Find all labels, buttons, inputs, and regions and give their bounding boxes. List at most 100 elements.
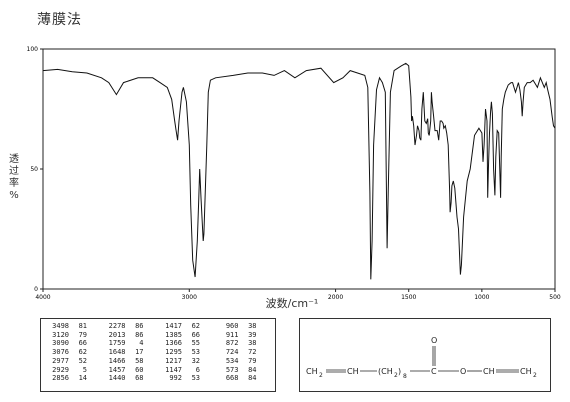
peak-wavenumber: 2856 [52,374,69,383]
peak-wavenumber: 1417 [165,322,182,330]
x-tick-label: 2000 [328,294,343,301]
peak-transmittance: 39 [248,330,257,339]
peak-table: 3498 81 3120 79 3090 66 3076 62 2977 52 2929 5 2856 1… [40,318,276,392]
peak-transmittance: 68 [135,374,144,383]
peak-transmittance: 14 [78,374,87,383]
structure-drawing: CH 2 CH (CH 2 ) 8 C O O CH CH 2 [306,336,537,380]
peak-wavenumber: 3498 [52,322,69,330]
peak-transmittance: 60 [135,365,144,374]
peak-transmittance: 66 [78,339,87,348]
y-axis-label-char: 过 [9,164,19,177]
y-tick-label: 50 [30,166,38,173]
ir-spectrum-chart: 4000 3000 2000 1500 1000 500 0 50 100 波数/cm⁻¹ 透过… [9,46,561,310]
peak-transmittance: 81 [78,322,87,330]
vinyl-ch2-right: CH [520,367,532,376]
peak-wavenumber: 1457 [108,365,126,374]
y-axis-label-char: 率 [9,176,19,189]
peak-row: 1759 4 [102,339,159,348]
peak-transmittance: 79 [248,356,257,365]
peak-wavenumber: 1147 [165,365,182,374]
peak-transmittance: 55 [191,339,200,348]
peak-row: 1440 68 [102,374,159,383]
peak-transmittance: 86 [135,322,144,330]
carbonyl-o: O [431,336,437,345]
vinyl-ch-right: CH [483,367,495,376]
chain-open: (CH [378,367,393,376]
peak-transmittance: 38 [248,322,257,330]
peak-wavenumber: 911 [225,330,239,339]
peak-transmittance: 72 [248,348,257,357]
peak-transmittance: 66 [191,330,200,339]
y-tick-label: 100 [27,46,39,53]
peak-wavenumber: 2278 [108,322,126,330]
peak-transmittance: 17 [135,348,144,357]
plot-frame [42,48,556,290]
peak-row: 2929 5 [45,366,102,375]
peak-wavenumber: 992 [169,374,182,383]
peak-wavenumber: 1385 [165,330,182,339]
peak-wavenumber: 960 [225,322,239,330]
tick-group: 4000 3000 2000 1500 1000 500 0 50 100 [27,46,561,301]
peak-transmittance: 52 [78,356,87,365]
peak-column: 1417 62 1385 66 1366 55 1295 53 1217 32 1147 6 992 53 [158,322,215,388]
peak-row: 1648 17 [102,348,159,357]
peak-column: 2278 86 2013 86 1759 4 1648 17 1466 58 1457 60 1440 6… [102,322,159,388]
peak-column: 960 38 911 39 872 38 724 72 534 79 573 84 668 84 [215,322,272,388]
peak-transmittance: 62 [78,348,87,357]
vinyl-ch: CH [347,367,359,376]
peak-row: 960 38 [215,322,272,331]
peak-row: 2856 14 [45,374,102,383]
peak-wavenumber: 1295 [165,348,182,357]
peak-row: 992 53 [158,374,215,383]
peak-wavenumber: 1759 [108,339,126,348]
peak-row: 1385 66 [158,331,215,340]
peak-wavenumber: 1217 [165,356,182,365]
peak-wavenumber: 1466 [108,356,126,365]
peak-wavenumber: 1648 [108,348,126,357]
peak-transmittance: 5 [82,365,87,374]
peak-row: 1217 32 [158,357,215,366]
chain-close: ) [398,367,401,376]
spectrum-trace [42,62,556,280]
peak-transmittance: 38 [248,339,257,348]
peak-row: 573 84 [215,366,272,375]
peak-wavenumber: 724 [225,348,239,357]
peak-row: 2278 86 [102,322,159,331]
y-tick-label: 0 [34,286,38,293]
peak-wavenumber: 872 [225,339,239,348]
peak-row: 2977 52 [45,357,102,366]
vinyl-ch2-right-sub: 2 [533,372,537,379]
peak-wavenumber: 1440 [108,374,126,383]
peak-row: 1417 62 [158,322,215,331]
x-tick-label: 1500 [401,294,416,301]
x-tick-label: 1000 [474,294,489,301]
peak-column: 3498 81 3120 79 3090 66 3076 62 2977 52 2929 5 2856 1… [45,322,102,388]
peak-row: 3120 79 [45,331,102,340]
peak-transmittance: 58 [135,356,144,365]
peak-row: 3498 81 [45,322,102,331]
vinyl-ch2-left: CH [306,367,318,376]
structure-formula: CH 2 CH (CH 2 ) 8 C O O CH CH 2 [299,318,551,392]
peak-transmittance: 62 [191,322,200,330]
peak-wavenumber: 2929 [52,365,69,374]
vinyl-ch2-left-sub: 2 [319,372,323,379]
chain-sub: 2 [394,372,398,379]
y-axis-label-char: 透 [9,153,19,165]
y-axis-label-char: % [9,190,19,201]
x-tick-label: 500 [549,294,561,301]
peak-transmittance: 32 [191,356,200,365]
peak-transmittance: 53 [191,348,200,357]
peak-wavenumber: 2977 [52,356,69,365]
peak-row: 3090 66 [45,339,102,348]
peak-row: 724 72 [215,348,272,357]
method-title: 薄膜法 [37,12,82,28]
peak-transmittance: 6 [195,365,200,374]
peak-row: 1147 6 [158,366,215,375]
peak-row: 668 84 [215,374,272,383]
peak-row: 911 39 [215,331,272,340]
peak-wavenumber: 1366 [165,339,182,348]
peak-row: 872 38 [215,339,272,348]
peak-row: 1295 53 [158,348,215,357]
peak-transmittance: 84 [248,365,257,374]
peak-wavenumber: 3120 [52,330,69,339]
